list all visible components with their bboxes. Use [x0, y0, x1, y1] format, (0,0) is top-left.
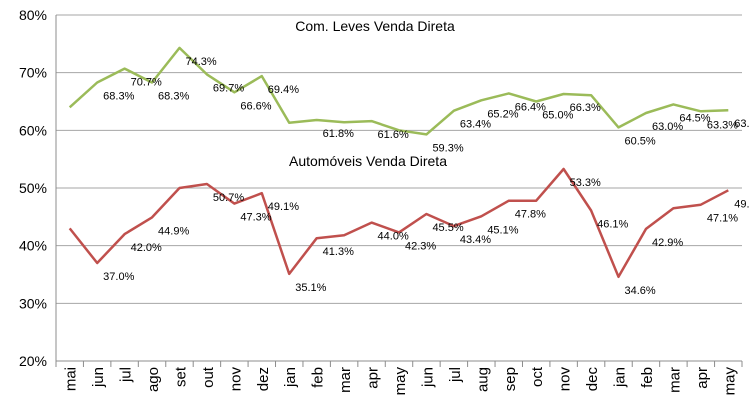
x-tick-label: jul — [447, 367, 464, 383]
x-tick-label: feb — [310, 367, 327, 388]
y-tick-label: 80% — [19, 7, 47, 23]
data-label: 63.4% — [460, 119, 491, 131]
data-label: 42.0% — [131, 242, 162, 254]
series-name: Com. Leves Venda Direta — [295, 18, 455, 34]
data-labels: 68.3%70.7%68.3% 74.3% 69.7% 66.6% 69.4% 61.8%… — [103, 56, 750, 297]
x-tick-label: may — [392, 367, 409, 396]
data-label: 45.5% — [432, 222, 463, 234]
x-tick-label: jun — [90, 367, 107, 388]
data-label: 37.0% — [103, 271, 134, 283]
x-tick-label: sep — [502, 367, 519, 391]
x-tick-label: may — [721, 367, 738, 396]
y-axis: 20% 30% 40% 50% 60% 70% 80% — [19, 7, 57, 369]
y-tick-label: 60% — [19, 122, 47, 138]
data-label: 44.0% — [378, 231, 409, 243]
x-tick-label: jul — [118, 367, 135, 383]
data-label: 69.7% — [213, 82, 244, 94]
data-label: 59.3% — [432, 142, 463, 154]
data-label: 44.9% — [158, 225, 189, 237]
data-label: 63.5% — [734, 118, 750, 130]
data-label: 47.3% — [240, 212, 271, 224]
data-label: 61.8% — [323, 128, 354, 140]
x-tick-label: jun — [419, 367, 436, 388]
data-label: 66.6% — [240, 100, 271, 112]
x-tick-label: nov — [227, 367, 244, 392]
y-tick-label: 40% — [19, 238, 47, 254]
data-label: 66.4% — [515, 101, 546, 113]
data-label: 45.1% — [487, 224, 518, 236]
series-name: Automóveis Venda Direta — [289, 153, 447, 169]
y-tick-label: 20% — [19, 353, 47, 369]
data-label: 61.6% — [378, 129, 409, 141]
data-label: 47.8% — [515, 209, 546, 221]
data-label: 65.2% — [487, 108, 518, 120]
x-axis: mai jun jul ago set out nov dez jan feb mar apr may j… — [55, 360, 743, 396]
gridlines — [56, 14, 742, 362]
x-tick-label: mar — [337, 367, 354, 393]
data-label: 63.3% — [707, 119, 738, 131]
data-label: 63.0% — [652, 121, 683, 133]
x-tick-label: mar — [666, 367, 683, 393]
data-label: 68.3% — [158, 90, 189, 102]
x-tick-label: nov — [557, 367, 574, 392]
x-tick-label: oct — [529, 366, 546, 387]
series-lines — [68, 46, 729, 279]
data-label: 60.5% — [625, 135, 656, 147]
data-label: 50.7% — [213, 192, 244, 204]
data-label: 43.4% — [460, 234, 491, 246]
data-label: 53.3% — [570, 177, 601, 189]
data-label: 42.3% — [405, 240, 436, 252]
data-label: 42.9% — [652, 237, 683, 249]
data-label: 34.6% — [625, 285, 656, 297]
data-label: 74.3% — [185, 56, 216, 68]
x-tick-label: apr — [365, 367, 382, 389]
x-tick-label: ago — [145, 367, 162, 392]
y-tick-label: 50% — [19, 180, 47, 196]
data-label: 41.3% — [323, 246, 354, 258]
x-tick-label: jan — [282, 367, 299, 388]
data-label: 69.4% — [268, 84, 299, 96]
data-label: 49.6% — [734, 198, 750, 210]
data-label: 65.0% — [542, 110, 573, 122]
series-line — [68, 167, 729, 279]
x-tick-label: jan — [612, 367, 629, 388]
data-label: 46.1% — [597, 218, 628, 230]
data-label: 64.5% — [679, 112, 710, 124]
x-tick-label: dez — [255, 367, 272, 391]
data-label: 68.3% — [103, 90, 134, 102]
x-tick-label: feb — [639, 367, 656, 388]
series-line — [68, 46, 729, 136]
data-label: 49.1% — [268, 201, 299, 213]
y-tick-label: 70% — [19, 65, 47, 81]
x-tick-label: out — [200, 366, 217, 388]
x-tick-label: dec — [584, 367, 601, 392]
y-tick-label: 30% — [19, 295, 47, 311]
series-names: Com. Leves Venda Direta Automóveis Venda … — [289, 18, 455, 169]
x-tick-label: apr — [694, 367, 711, 389]
x-tick-label: mai — [63, 367, 80, 391]
x-tick-label: aug — [474, 367, 491, 392]
data-label: 66.3% — [570, 102, 601, 114]
data-label: 47.1% — [707, 213, 738, 225]
data-label: 70.7% — [131, 77, 162, 89]
data-label: 35.1% — [295, 282, 326, 294]
x-tick-label: set — [172, 366, 189, 387]
